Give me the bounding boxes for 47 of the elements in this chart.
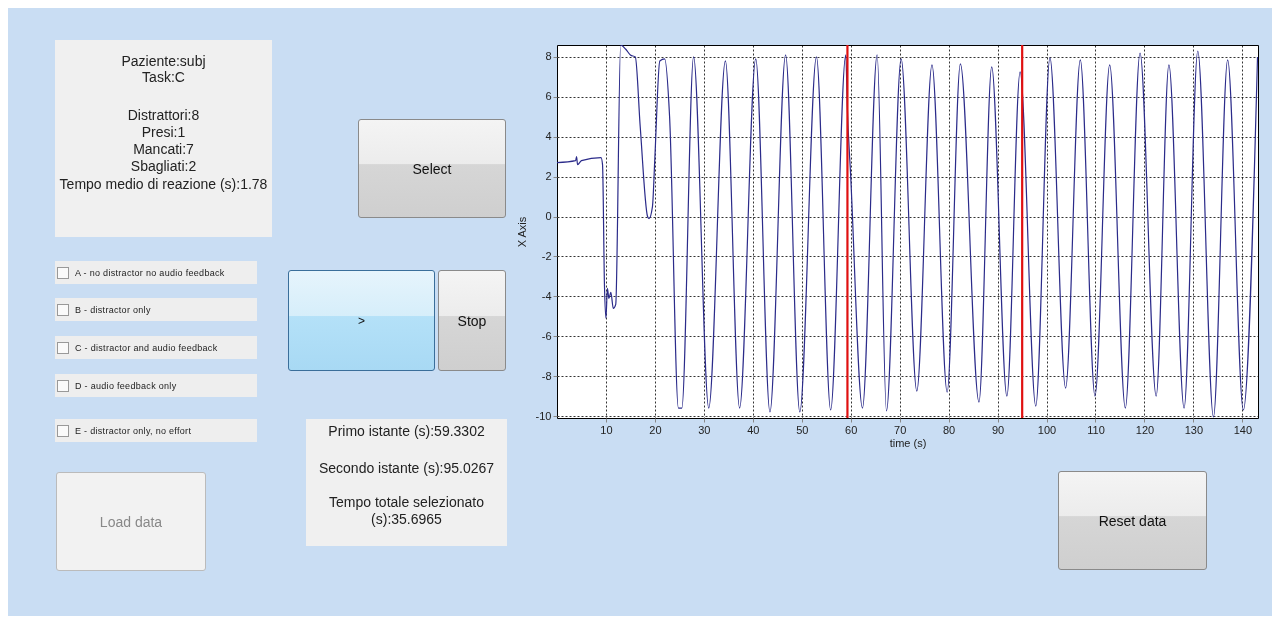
x-tick-label: 60 bbox=[845, 423, 858, 436]
text: Task:C bbox=[141, 69, 186, 85]
x-tick-label: 10 bbox=[600, 423, 613, 436]
x-tick-label: 130 bbox=[1184, 423, 1204, 436]
text: A - no distractor no audio feedback bbox=[55, 261, 257, 284]
y-tick-label: 0 bbox=[545, 210, 552, 223]
text: Presi:1 bbox=[140, 124, 187, 140]
text: Load data bbox=[56, 472, 206, 571]
y-tick-label: 8 bbox=[545, 50, 552, 63]
text: Primo istante (s):59.3302 bbox=[327, 422, 486, 440]
y-axis-title: X Axis bbox=[515, 216, 528, 248]
x-tick-label: 80 bbox=[943, 423, 956, 436]
x-tick-label: 30 bbox=[698, 423, 711, 436]
x-axis-title: time (s) bbox=[889, 436, 927, 449]
y-tick-label: -2 bbox=[541, 249, 552, 262]
x-tick-label: 100 bbox=[1037, 423, 1057, 436]
line-series bbox=[557, 45, 1258, 418]
x-tick-label: 110 bbox=[1087, 423, 1105, 436]
x-tick-label: 50 bbox=[796, 423, 809, 436]
text: Select bbox=[358, 119, 506, 218]
text: Tempo totale selezionato (s):35.6965 bbox=[328, 494, 485, 528]
text: Secondo istante (s):95.0267 bbox=[317, 459, 496, 477]
x-tick-label: 40 bbox=[747, 423, 760, 436]
text: Stop bbox=[438, 270, 506, 371]
text: D - audio feedback only bbox=[55, 374, 257, 397]
text: Sbagliati:2 bbox=[129, 158, 198, 174]
text: B - distractor only bbox=[55, 298, 257, 321]
text: Reset data bbox=[1058, 471, 1207, 570]
text: > bbox=[288, 270, 435, 371]
y-tick-label: -8 bbox=[541, 369, 552, 382]
y-tick-label: 4 bbox=[545, 130, 552, 143]
x-tick-label: 90 bbox=[991, 423, 1005, 436]
y-tick-label: -4 bbox=[541, 289, 552, 302]
y-tick-label: -10 bbox=[535, 409, 552, 422]
text: Paziente:subj bbox=[120, 53, 207, 69]
x-tick-label: 120 bbox=[1135, 423, 1155, 436]
text: Mancati:7 bbox=[132, 141, 195, 157]
text: E - distractor only, no effort bbox=[55, 419, 257, 442]
y-tick-label: -6 bbox=[541, 329, 552, 342]
text: Tempo medio di reazione (s):1.78 bbox=[58, 176, 269, 192]
x-tick-label: 140 bbox=[1233, 423, 1253, 436]
text: C - distractor and audio feedback bbox=[55, 336, 257, 359]
text: Distrattori:8 bbox=[126, 107, 201, 123]
x-tick-label: 70 bbox=[894, 423, 907, 436]
x-tick-label: 20 bbox=[649, 423, 662, 436]
y-tick-label: 6 bbox=[545, 90, 552, 103]
y-tick-label: 2 bbox=[545, 170, 552, 183]
